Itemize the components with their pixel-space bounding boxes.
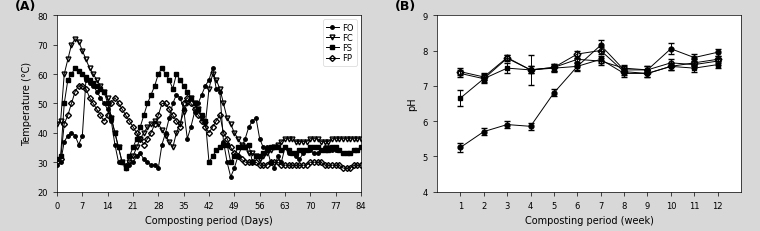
FP <box>147 132 156 135</box>
FS <box>150 85 160 88</box>
X-axis label: Composting period (Days): Composting period (Days) <box>145 215 273 225</box>
FP <box>74 85 84 88</box>
FO <box>143 161 152 164</box>
Y-axis label: Temperature (°C): Temperature (°C) <box>22 62 32 146</box>
FS <box>106 117 116 120</box>
FC <box>212 79 221 82</box>
Text: (A): (A) <box>14 0 36 13</box>
FO <box>346 152 355 155</box>
FS <box>212 149 221 152</box>
Line: FP: FP <box>55 84 363 170</box>
FO <box>157 143 166 146</box>
Line: FC: FC <box>55 37 363 171</box>
FC <box>154 123 163 126</box>
FS <box>165 79 174 82</box>
FC <box>356 138 366 140</box>
FO <box>226 176 236 179</box>
FS <box>52 158 62 161</box>
X-axis label: Composting period (week): Composting period (week) <box>524 215 654 225</box>
FS <box>154 73 163 76</box>
FO <box>52 164 62 167</box>
FO <box>204 79 214 82</box>
FO <box>208 67 217 70</box>
FP <box>150 123 160 126</box>
Y-axis label: pH: pH <box>407 97 417 111</box>
FS <box>71 67 80 70</box>
FC <box>52 123 62 126</box>
FO <box>103 108 112 111</box>
FP <box>356 164 366 167</box>
FS <box>121 167 130 170</box>
FO <box>356 146 366 149</box>
Line: FO: FO <box>55 67 363 179</box>
FS <box>346 152 355 155</box>
Text: (B): (B) <box>394 0 416 13</box>
Line: FS: FS <box>55 67 363 170</box>
FC <box>71 38 80 41</box>
FP <box>52 161 62 164</box>
FC <box>165 141 174 143</box>
FP <box>161 103 170 105</box>
FP <box>106 103 116 105</box>
FC <box>150 120 160 123</box>
FP <box>346 167 355 170</box>
Legend: FO, FC, FS, FP: FO, FC, FS, FP <box>323 20 357 67</box>
FC <box>106 117 116 120</box>
FP <box>338 167 347 170</box>
FP <box>208 126 217 129</box>
FC <box>346 138 355 140</box>
FC <box>121 167 130 170</box>
FO <box>147 164 156 167</box>
FS <box>356 146 366 149</box>
